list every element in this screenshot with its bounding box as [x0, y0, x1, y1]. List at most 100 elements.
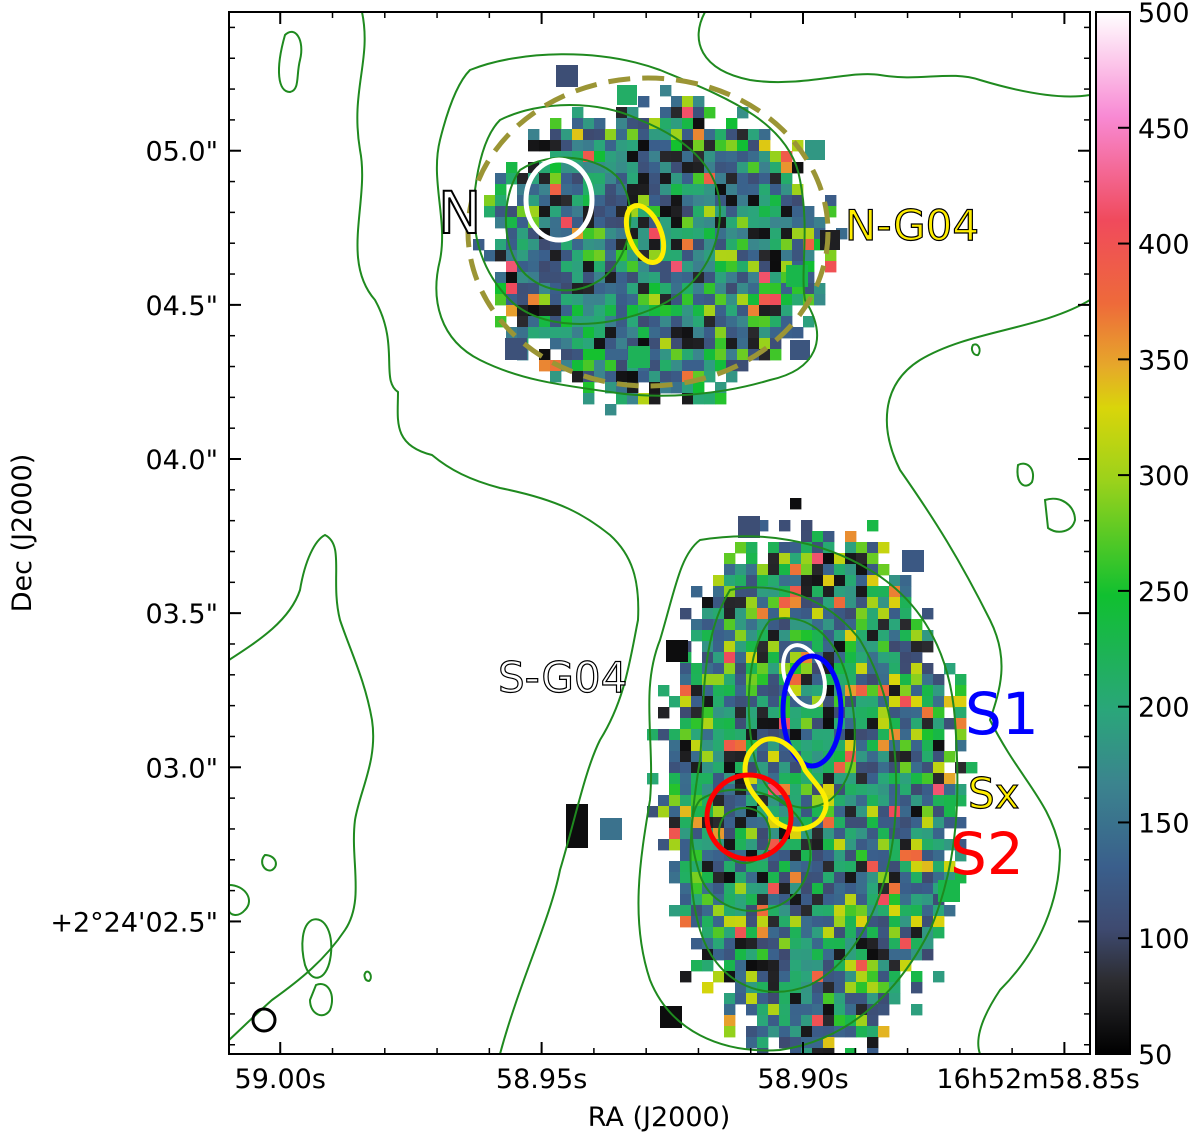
heatmap-pixel	[616, 195, 628, 207]
heatmap-pixel	[704, 151, 716, 163]
heatmap-pixel	[834, 861, 846, 873]
heatmap-pixel	[715, 162, 727, 174]
heatmap-pixel	[770, 184, 782, 196]
heatmap-pixel	[735, 597, 747, 609]
heatmap-pixel	[682, 195, 694, 207]
heatmap-pixel	[922, 773, 934, 785]
heatmap-pixel	[735, 685, 747, 697]
heatmap-pixel	[561, 162, 573, 174]
heatmap-pixel	[682, 338, 694, 350]
heatmap-pixel	[757, 619, 769, 631]
heatmap-pixel	[669, 762, 681, 774]
heatmap-pixel	[900, 696, 912, 708]
heatmap-pixel	[746, 971, 758, 983]
heatmap-pixel	[682, 107, 694, 119]
heatmap-pixel	[867, 806, 879, 818]
heatmap-pixel	[889, 762, 901, 774]
heatmap-pixel	[704, 261, 716, 273]
heatmap-pixel	[704, 228, 716, 240]
heatmap-pixel	[900, 839, 912, 851]
heatmap-pixel	[691, 784, 703, 796]
heatmap-pixel	[845, 619, 857, 631]
heatmap-pixel	[845, 817, 857, 829]
heatmap-pixel	[627, 272, 639, 284]
heatmap-pixel	[823, 905, 835, 917]
heatmap-pixel	[627, 283, 639, 295]
heatmap-pixel	[845, 960, 857, 972]
heatmap-pixel	[922, 784, 934, 796]
heatmap-pixel	[889, 982, 901, 994]
heatmap-pixel	[878, 883, 890, 895]
heatmap-pixel	[845, 608, 857, 620]
heatmap-pixel	[779, 564, 791, 576]
heatmap-pixel	[735, 949, 747, 961]
heatmap-pixel	[693, 316, 705, 328]
heatmap-pixel	[770, 173, 782, 185]
heatmap-pixel	[845, 1026, 857, 1038]
heatmap-pixel	[616, 184, 628, 196]
heatmap-pixel	[616, 239, 628, 251]
heatmap-pixel	[911, 652, 923, 664]
heatmap-pixel	[823, 619, 835, 631]
heatmap-pixel	[572, 206, 584, 218]
heatmap-pixel	[779, 850, 791, 862]
heatmap-pixel	[649, 206, 661, 218]
heatmap-pixel	[878, 850, 890, 862]
heatmap-pixel	[660, 85, 672, 97]
heatmap-pixel	[867, 674, 879, 686]
heatmap-pixel	[724, 927, 736, 939]
heatmap-pixel	[735, 674, 747, 686]
heatmap-pixel	[539, 283, 551, 295]
heatmap-pixel	[737, 360, 749, 372]
heatmap-pixel	[746, 597, 758, 609]
heatmap-pixel	[638, 195, 650, 207]
heatmap-pixel	[693, 140, 705, 152]
heatmap-pixel	[878, 949, 890, 961]
heatmap-pixel	[856, 971, 868, 983]
heatmap-pixel	[933, 927, 945, 939]
heatmap-pixel	[594, 283, 606, 295]
colorbar-tick-label: 250	[1138, 577, 1190, 608]
heatmap-pixel	[539, 140, 551, 152]
heatmap-pixel	[944, 839, 956, 851]
heatmap-pixel	[801, 993, 813, 1005]
heatmap-pixel	[746, 685, 758, 697]
heatmap-pixel	[627, 217, 639, 229]
heatmap-pixel	[823, 806, 835, 818]
heatmap-pixel	[878, 729, 890, 741]
heatmap-pixel	[856, 938, 868, 950]
heatmap-pixel	[812, 795, 824, 807]
label-n-g04: N-G04	[845, 201, 979, 250]
heatmap-pixel	[746, 861, 758, 873]
heatmap-pixel	[757, 1026, 769, 1038]
heatmap-pixel	[801, 1048, 813, 1054]
heatmap-pixel	[726, 118, 738, 130]
heatmap-pixel	[823, 894, 835, 906]
heatmap-pixel	[713, 740, 725, 752]
heatmap-pixel	[790, 340, 810, 360]
heatmap-pixel	[617, 85, 637, 105]
heatmap-pixel	[605, 162, 617, 174]
heatmap-pixel	[757, 861, 769, 873]
heatmap-pixel	[911, 795, 923, 807]
heatmap-pixel	[878, 806, 890, 818]
heatmap-pixel	[790, 740, 802, 752]
heatmap-pixel	[803, 206, 815, 218]
heatmap-pixel	[770, 217, 782, 229]
heatmap-pixel	[911, 718, 923, 730]
heatmap-pixel	[682, 140, 694, 152]
heatmap-pixel	[713, 707, 725, 719]
heatmap-pixel	[889, 641, 901, 653]
heatmap-pixel	[528, 184, 540, 196]
heatmap-pixel	[605, 217, 617, 229]
heatmap-pixel	[856, 905, 868, 917]
heatmap-pixel	[792, 184, 804, 196]
heatmap-pixel	[506, 250, 518, 262]
heatmap-pixel	[768, 740, 780, 752]
heatmap-pixel	[583, 327, 595, 339]
heatmap-pixel	[790, 839, 802, 851]
heatmap-pixel	[823, 1048, 835, 1054]
heatmap-pixel	[757, 674, 769, 686]
heatmap-pixel	[660, 294, 672, 306]
colorbar-tick-label: 100	[1138, 924, 1190, 955]
